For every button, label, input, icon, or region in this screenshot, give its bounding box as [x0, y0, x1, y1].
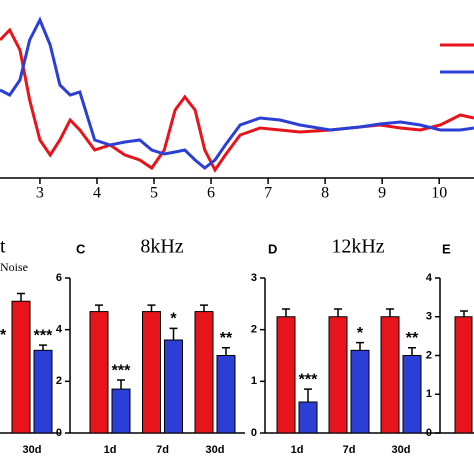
annotation: * [0, 327, 7, 344]
x-tick-label: 5 [150, 185, 158, 202]
x-tick-label: 4 [93, 185, 101, 202]
x-tick-label: 10 [431, 185, 447, 202]
bar [328, 316, 348, 434]
error-bar [334, 308, 342, 317]
y-tick-label: 4 [56, 324, 63, 336]
bar [380, 316, 400, 434]
x-tick-label: 3 [36, 185, 44, 202]
x-tick-label: 30d [23, 444, 42, 456]
error-bar [17, 292, 25, 302]
error-bar [95, 304, 103, 312]
bar [276, 316, 296, 434]
panel-title: 12kHz [331, 236, 384, 258]
y-tick-label: 3 [251, 272, 257, 284]
x-tick-label: 8 [321, 185, 329, 202]
error-bar [408, 347, 416, 356]
bar [11, 300, 31, 434]
bar [402, 355, 422, 434]
significance-label: *** [112, 362, 131, 379]
y-tick-label: 1 [426, 388, 432, 400]
bar [454, 316, 473, 434]
y-tick-label: 2 [56, 375, 62, 387]
bar [89, 311, 109, 434]
error-bar [386, 308, 394, 317]
x-tick-label: 1d [104, 444, 117, 456]
y-tick-label: 1 [251, 375, 257, 387]
panel-letter: C [76, 241, 86, 256]
significance-label: ** [220, 330, 233, 347]
significance-label: *** [34, 327, 53, 344]
x-tick-label: 30d [392, 444, 411, 456]
y-tick-label: 0 [426, 427, 432, 439]
error-bar [356, 341, 364, 351]
bar [111, 388, 131, 434]
error-bar [39, 344, 47, 351]
significance-label: * [170, 311, 177, 328]
error-bar [222, 347, 230, 356]
panel-title: t [0, 236, 6, 258]
y-tick-label: 2 [251, 324, 257, 336]
panel-letter: E [442, 241, 451, 256]
x-tick-label: 30d [206, 444, 225, 456]
bar [194, 311, 214, 434]
y-tick-label: 3 [426, 311, 432, 323]
line-series [0, 16, 474, 170]
error-bar [460, 310, 468, 317]
y-tick-label: 6 [56, 272, 62, 284]
error-bar [304, 388, 312, 402]
error-bar [117, 379, 125, 390]
bar [350, 349, 370, 434]
y-tick-label: 4 [426, 272, 433, 284]
panel-letter: D [268, 241, 277, 256]
bar [33, 349, 53, 434]
error-bar [200, 304, 208, 312]
error-bar [169, 327, 178, 340]
x-tick-label: 7d [156, 444, 169, 456]
significance-label: * [357, 325, 364, 342]
x-tick-label: 9 [378, 185, 386, 202]
bar [142, 311, 161, 434]
legend-label: Noise [0, 260, 28, 274]
line-series [0, 27, 474, 173]
error-bar [147, 304, 156, 312]
y-tick-label: 0 [251, 427, 257, 439]
error-bar [282, 308, 290, 317]
panel-title: 8kHz [140, 236, 183, 258]
bar [216, 355, 236, 434]
bar [164, 339, 183, 434]
bar [298, 401, 318, 434]
x-tick-label: 1d [291, 444, 304, 456]
y-tick-label: 2 [426, 349, 432, 361]
x-tick-label: 7d [343, 444, 356, 456]
significance-label: ** [406, 330, 419, 347]
y-tick-label: 0 [56, 427, 62, 439]
x-tick-label: 7 [264, 185, 272, 202]
x-tick-label: 6 [207, 185, 215, 202]
significance-label: *** [299, 371, 318, 388]
